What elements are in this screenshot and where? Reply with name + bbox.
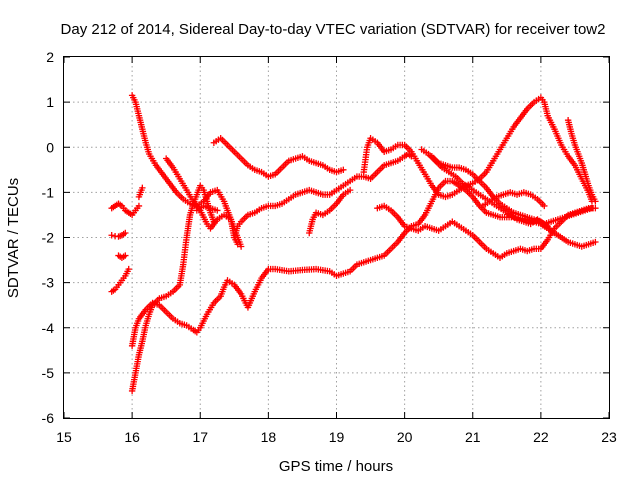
x-tick-label: 16 [124,429,140,445]
x-tick-labels: 15 16 17 18 19 20 21 22 23 [56,429,617,445]
data-point [340,166,347,174]
y-tick-label: -6 [42,410,55,426]
x-tick-label: 18 [261,429,277,445]
data-point [122,252,129,259]
series-track-q [428,153,555,234]
y-tick-label: 0 [46,139,54,155]
data-point [237,243,245,250]
data-point [108,232,115,239]
series-track-j [193,202,221,214]
y-tick-label: -2 [42,230,55,246]
data-point [139,184,146,192]
y-tick-label: -3 [42,275,55,291]
series-track-c [115,252,129,262]
data-point [547,227,555,234]
series-track-h [128,182,218,395]
series-track-s [564,116,599,205]
y-tick-labels: 2 1 0 -1 -2 -3 -4 -5 -6 [42,49,55,426]
y-tick-label: 2 [46,49,54,65]
plot-frame [63,56,610,419]
chart-title: Day 212 of 2014, Sidereal Day-to-day VTE… [61,21,606,38]
data-point [135,202,143,210]
series-track-n [360,94,596,205]
series-track-m [306,186,354,237]
x-tick-label: 17 [192,429,208,445]
series-track-p [418,146,596,228]
data-point [125,265,132,273]
series-track-r [479,189,548,210]
y-tick-label: -1 [42,184,55,200]
x-tick-label: 21 [465,429,481,445]
x-tick-label: 19 [329,429,345,445]
data-point [541,202,548,210]
series-track-k [210,135,347,180]
series-track-l [231,150,415,241]
data-point [122,229,129,237]
y-tick-label: 1 [46,94,54,110]
x-axis-label: GPS time / hours [279,458,393,475]
series-track-b [108,229,129,240]
series-track-e [135,184,146,201]
data-point [592,198,599,205]
x-tick-label: 22 [533,429,549,445]
y-axis-label: SDTVAR / TECUs [5,178,22,298]
series-track-a [108,200,143,219]
x-tick-label: 23 [601,429,617,445]
data-points [108,92,599,395]
data-point [588,204,596,212]
data-point [592,238,599,246]
y-tick-label: -4 [42,320,55,336]
y-tick-label: -5 [42,365,55,381]
x-tick-label: 15 [56,429,72,445]
data-point [210,218,218,225]
data-point [214,207,221,214]
data-point [346,186,354,194]
gridlines [64,57,609,418]
x-tick-label: 20 [397,429,413,445]
series-track-d [108,265,132,295]
